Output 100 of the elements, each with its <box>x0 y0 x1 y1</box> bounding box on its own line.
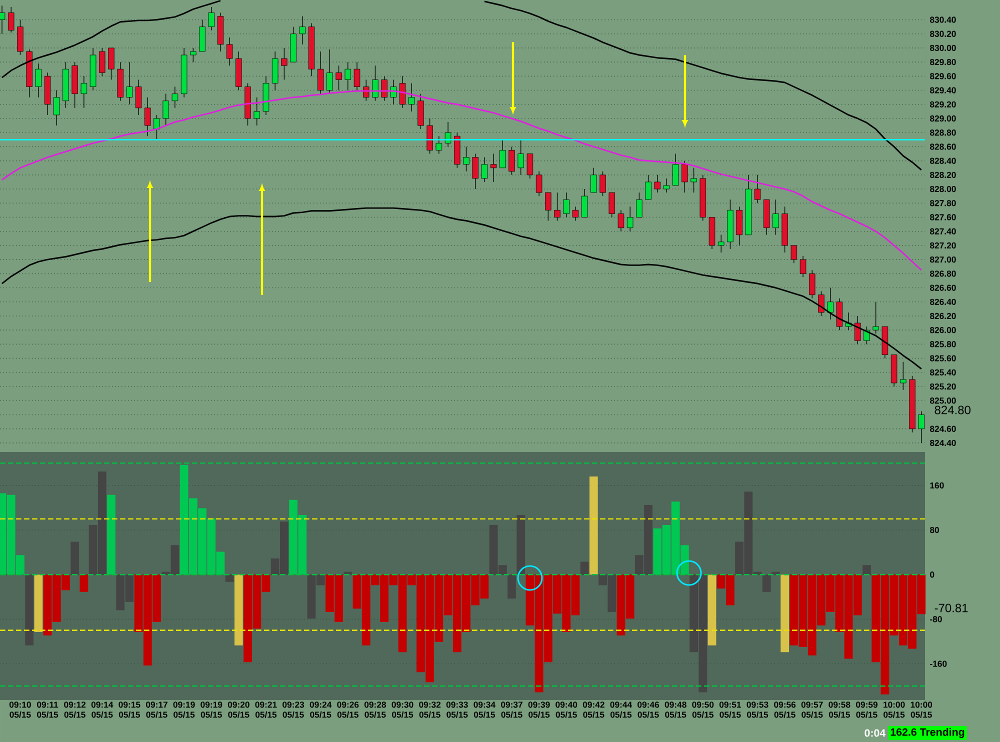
y-tick-label: 826.80 <box>930 270 956 277</box>
candlestick <box>682 160 688 193</box>
x-tick-label: 09:12 05/15 <box>64 702 86 718</box>
y-tick-label: 160 <box>930 482 944 488</box>
candlestick <box>490 153 497 182</box>
y-tick-label: 826.20 <box>930 312 956 320</box>
candlestick <box>381 76 388 102</box>
x-tick-label: 09:23 05/15 <box>282 702 304 718</box>
x-tick-label: 09:40 05/15 <box>556 702 578 718</box>
candlestick <box>581 188 588 218</box>
x-tick-label: 09:15 05/15 <box>118 702 140 718</box>
candlestick <box>608 192 615 218</box>
x-tick-label: 09:10 05/15 <box>9 702 31 718</box>
y-tick-label: 829.20 <box>930 101 956 108</box>
candlestick <box>809 270 816 299</box>
x-tick-label: 09:56 05/15 <box>774 702 796 718</box>
candlestick <box>481 156 488 182</box>
y-tick-label: 825.60 <box>930 355 956 362</box>
bar <box>107 494 116 575</box>
candlestick <box>362 79 370 102</box>
y-tick-label: 828.00 <box>930 186 956 192</box>
candlestick <box>399 76 406 108</box>
x-tick-label: 09:17 05/15 <box>146 702 168 718</box>
y-tick-label: 80 <box>930 526 939 534</box>
candlestick <box>144 96 151 136</box>
candlestick <box>854 316 861 345</box>
candlestick <box>154 114 160 140</box>
y-tick-label: 825.00 <box>930 398 956 404</box>
candlestick <box>344 62 352 91</box>
candlestick <box>790 245 798 264</box>
bar <box>762 574 771 592</box>
candlestick <box>172 86 178 108</box>
candlestick <box>654 174 660 193</box>
candlestick <box>0 5 6 34</box>
candlestick <box>35 63 42 98</box>
candlestick <box>390 79 397 105</box>
candlestick <box>500 139 506 168</box>
candlestick <box>636 192 642 218</box>
x-tick-label: 09:48 05/15 <box>664 702 686 718</box>
candlestick <box>472 153 478 190</box>
text: 162.6 Trending <box>890 728 964 738</box>
candlestick <box>126 62 133 105</box>
candlestick <box>99 48 106 77</box>
candlestick <box>372 65 378 102</box>
candlestick <box>518 139 524 176</box>
candlestick <box>108 48 114 80</box>
x-tick-label: 09:21 05/15 <box>255 702 277 718</box>
y-tick-label: 829.00 <box>930 115 956 122</box>
x-tick-label: 09:46 05/15 <box>638 702 660 718</box>
candlestick <box>918 410 924 444</box>
y-tick-label: -160 <box>930 660 947 667</box>
candlestick <box>326 49 333 94</box>
y-tick-label: 824.40 <box>930 440 956 446</box>
y-tick-label: -80 <box>930 616 942 622</box>
x-tick-label: 09:59 05/15 <box>856 702 878 718</box>
candlestick <box>208 6 214 31</box>
y-tick-label: 830.20 <box>930 30 956 37</box>
candlestick <box>281 48 288 80</box>
x-tick-label: 09:24 05/15 <box>310 702 332 718</box>
candlestick <box>226 37 233 66</box>
bar <box>80 574 88 592</box>
candlestick <box>254 96 260 126</box>
y-tick-label: 827.80 <box>930 200 956 206</box>
bar <box>25 574 34 646</box>
candlestick <box>626 206 634 232</box>
candlestick <box>718 234 724 253</box>
candlestick <box>572 206 579 222</box>
x-tick-label: 09:51 05/15 <box>719 702 742 718</box>
x-tick-label: 09:19 05/15 <box>200 702 222 718</box>
candlestick <box>190 48 196 62</box>
candlestick <box>8 6 14 33</box>
text: -70.81 <box>934 604 968 612</box>
candlestick <box>463 146 470 172</box>
y-tick-label: 826.60 <box>930 284 956 291</box>
x-tick-label: 09:11 05/15 <box>37 702 58 718</box>
candlestick <box>526 153 534 179</box>
y-tick-label: 824.60 <box>930 426 956 432</box>
candlestick <box>508 146 515 176</box>
bar <box>508 574 516 599</box>
y-tick-label: 830.40 <box>930 16 956 23</box>
y-tick-label: 827.00 <box>930 256 956 263</box>
candlestick <box>80 76 88 108</box>
bar <box>70 542 80 575</box>
bar <box>516 514 526 575</box>
x-tick-label: 09:37 05/15 <box>501 702 522 718</box>
text: 0:04 <box>864 729 886 737</box>
candlestick <box>827 287 834 320</box>
candlestick <box>618 210 624 232</box>
candlestick <box>900 361 906 390</box>
y-tick-label: 0 <box>930 572 934 578</box>
y-tick-label: 827.20 <box>930 242 956 249</box>
bar <box>34 574 43 632</box>
candlestick <box>162 93 169 126</box>
x-tick-label: 09:20 05/15 <box>228 702 250 718</box>
bar <box>708 574 716 646</box>
x-tick-label: 10:00 05/15 <box>910 702 932 718</box>
x-tick-label: 10:00 05/15 <box>884 702 905 718</box>
candlestick <box>800 256 806 278</box>
candlestick <box>299 16 306 45</box>
y-tick-label: 828.40 <box>930 158 956 164</box>
